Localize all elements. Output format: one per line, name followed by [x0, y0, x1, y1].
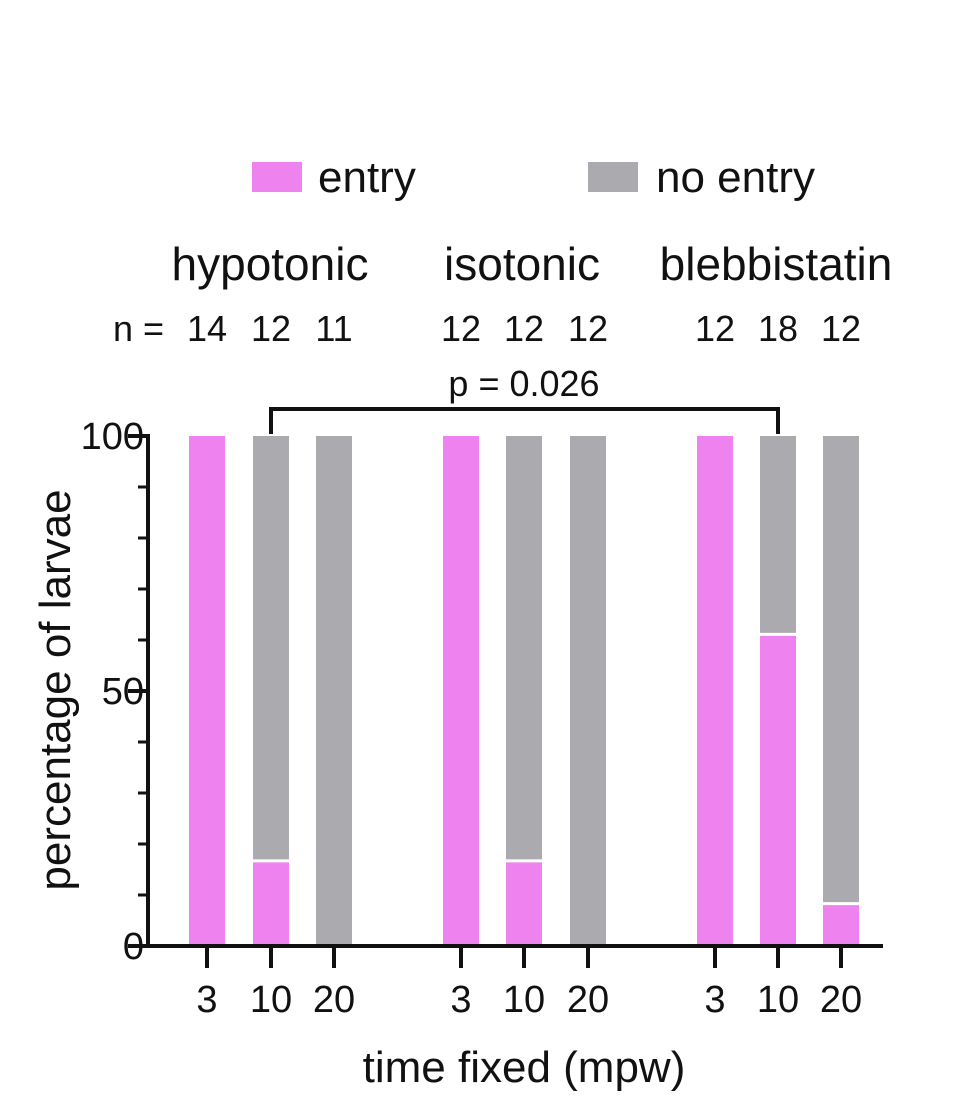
- bars: [189, 436, 859, 946]
- bar-no-entry-isotonic-10: [506, 436, 542, 861]
- n-label: 14: [187, 308, 227, 349]
- bar-entry-isotonic-3: [443, 436, 479, 946]
- x-tick-label: 3: [704, 979, 725, 1021]
- n-label: 12: [441, 308, 481, 349]
- n-label: 18: [758, 308, 798, 349]
- bracket-line: [269, 407, 780, 434]
- bar-entry-hypotonic-10: [253, 860, 289, 946]
- n-label: 12: [251, 308, 291, 349]
- x-tick-label: 20: [567, 979, 609, 1021]
- x-tick-label: 3: [450, 979, 471, 1021]
- legend-swatch-entry: [252, 162, 302, 192]
- n-label: 12: [821, 308, 861, 349]
- bar-entry-blebbistatin-10: [760, 634, 796, 946]
- x-axis-title: time fixed (mpw): [363, 1043, 686, 1092]
- x-tick-label: 3: [196, 979, 217, 1021]
- x-tick-label: 10: [503, 979, 545, 1021]
- bar-no-entry-blebbistatin-10: [760, 436, 796, 635]
- legend-swatch-no-entry: [588, 162, 638, 192]
- n-label: 11: [315, 308, 352, 349]
- x-tick-label: 10: [250, 979, 292, 1021]
- y-axis-title: percentage of larvae: [31, 489, 80, 890]
- group-title-hypotonic: hypotonic: [172, 238, 369, 290]
- bar-entry-blebbistatin-3: [697, 436, 733, 946]
- bar-no-entry-isotonic-20: [570, 436, 606, 946]
- y-axis: 0 50 100: [81, 416, 150, 968]
- bar-no-entry-blebbistatin-20: [823, 436, 859, 904]
- group-title-isotonic: isotonic: [444, 238, 600, 290]
- x-tick-label: 20: [820, 979, 862, 1021]
- n-label: 12: [695, 308, 735, 349]
- bar-entry-isotonic-10: [506, 860, 542, 946]
- bar-no-entry-hypotonic-10: [253, 436, 289, 861]
- n-label: 12: [568, 308, 608, 349]
- bar-entry-blebbistatin-20: [823, 903, 859, 946]
- bar-no-entry-hypotonic-20: [316, 436, 352, 946]
- n-label: 12: [504, 308, 544, 349]
- legend: entry no entry: [252, 153, 815, 202]
- n-prefix-label: n =: [113, 308, 174, 349]
- y-tick-label: 0: [123, 926, 144, 968]
- p-value-label: p = 0.026: [448, 363, 599, 404]
- x-axis: 3 10 20 3 10 20 3 10 20: [148, 944, 883, 1021]
- n-labels: 14 12 11 12 12 12 12 18 12: [187, 308, 861, 349]
- y-tick-label: 100: [81, 416, 144, 458]
- x-tick-label: 10: [757, 979, 799, 1021]
- bar-entry-hypotonic-3: [189, 436, 225, 946]
- y-tick-label: 50: [102, 671, 144, 713]
- x-tick-label: 20: [313, 979, 355, 1021]
- significance-bracket: p = 0.026: [269, 363, 780, 434]
- group-title-blebbistatin: blebbistatin: [660, 238, 893, 290]
- legend-label-entry: entry: [318, 153, 416, 202]
- legend-label-no-entry: no entry: [656, 153, 815, 202]
